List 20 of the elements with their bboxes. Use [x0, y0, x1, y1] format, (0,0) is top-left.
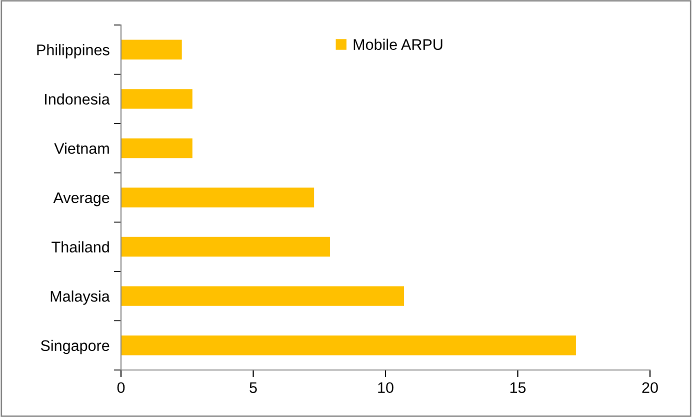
- bar: [121, 138, 192, 158]
- x-tick-label: 15: [510, 382, 526, 394]
- y-tick-label: Thailand: [52, 241, 109, 252]
- bar: [121, 336, 576, 356]
- y-tick-label: Average: [53, 192, 110, 206]
- x-tick-label: 10: [378, 382, 394, 394]
- x-tick-label: 0: [117, 382, 125, 394]
- y-tick-label: Malaysia: [50, 290, 110, 305]
- x-tick-label: 20: [642, 382, 658, 394]
- y-tick-label: Vietnam: [54, 142, 109, 154]
- bar: [121, 40, 182, 60]
- legend-label: Mobile ARPU: [354, 38, 442, 50]
- x-tick-label: 5: [250, 382, 257, 394]
- y-tick-label: Singapore: [40, 340, 110, 354]
- y-tick-label: Indonesia: [45, 93, 110, 105]
- bar: [121, 188, 314, 208]
- bar: [121, 89, 192, 109]
- bar: [121, 236, 330, 257]
- y-tick-label: Philippines: [37, 44, 110, 58]
- bar: [121, 286, 404, 306]
